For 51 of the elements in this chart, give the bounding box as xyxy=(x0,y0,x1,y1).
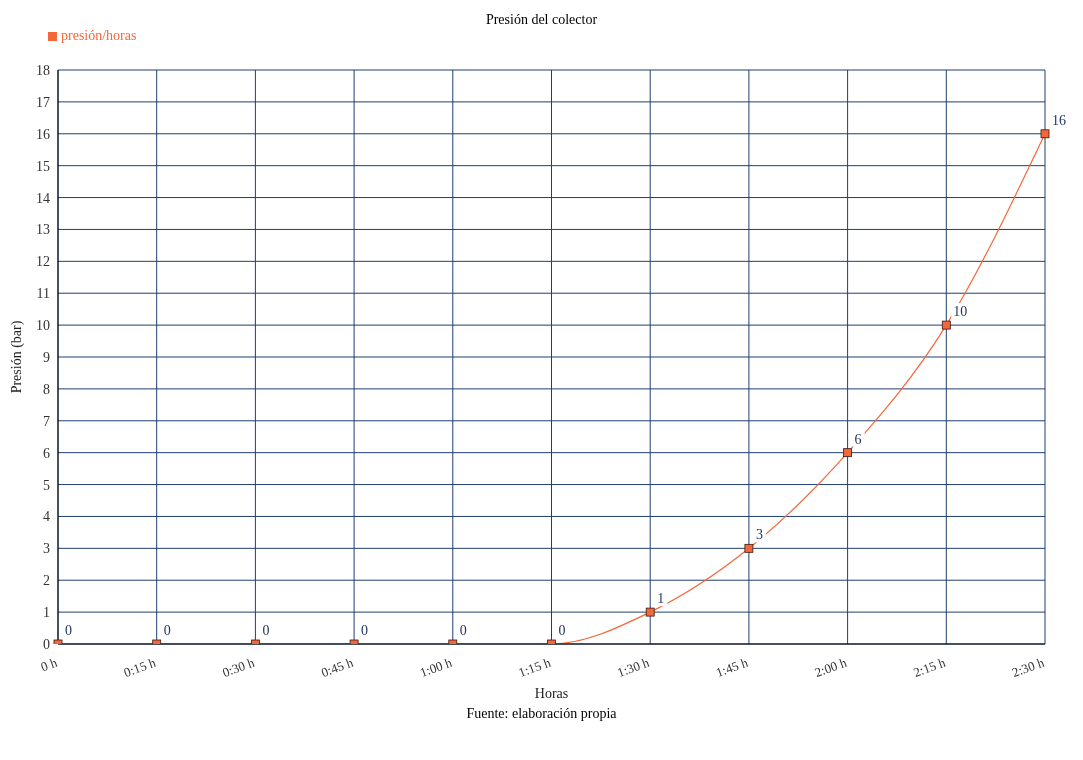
point xyxy=(744,543,754,553)
y-tick-label: 7 xyxy=(43,413,50,429)
data-label: 16 xyxy=(1052,112,1066,128)
x-tick-label: 0:15 h xyxy=(121,654,159,681)
y-axis-title: Presión (bar) xyxy=(8,320,25,394)
x-tick-label: 2:15 h xyxy=(911,654,948,681)
data-label: 0 xyxy=(558,623,566,638)
data-label: 6 xyxy=(854,431,862,447)
y-tick-label: 16 xyxy=(36,126,50,142)
chart-title: Presión del colector xyxy=(485,12,598,27)
y-tick-label: 18 xyxy=(36,62,50,78)
y-tick-label: 11 xyxy=(36,286,50,302)
y-tick-label: 10 xyxy=(36,318,50,334)
source-note: Fuente: elaboración propia xyxy=(465,706,618,722)
y-tick-label: 17 xyxy=(36,94,50,110)
x-tick-label: 1:45 h xyxy=(713,654,751,681)
x-tick-label: 1:15 h xyxy=(516,654,553,681)
x-tick-label: 0 h xyxy=(38,654,60,675)
y-tick-label: 1 xyxy=(43,605,50,621)
y-tick-label: 6 xyxy=(43,445,50,461)
data-label: 0 xyxy=(262,623,270,638)
data-label: 3 xyxy=(755,527,763,543)
x-tick-label: 2:00 h xyxy=(812,654,850,681)
legend-label: presión/horas xyxy=(61,28,137,43)
point xyxy=(941,320,951,330)
x-axis-title: Horas xyxy=(534,686,569,701)
point xyxy=(843,448,852,458)
point xyxy=(645,607,655,617)
y-tick-label: 9 xyxy=(43,349,50,365)
y-tick-label: 2 xyxy=(43,573,50,589)
data-label: 0 xyxy=(361,623,369,638)
y-tick-label: 15 xyxy=(36,158,50,174)
y-tick-label: 14 xyxy=(36,190,50,206)
data-label: 1 xyxy=(657,591,665,607)
y-tick-label: 13 xyxy=(36,222,50,238)
data-label: 0 xyxy=(65,623,72,638)
data-label: 0 xyxy=(459,623,467,638)
y-tick-label: 8 xyxy=(43,381,50,397)
x-tick-label: 2:30 h xyxy=(1010,654,1047,681)
y-tick-label: 4 xyxy=(43,509,50,525)
y-tick-label: 5 xyxy=(43,477,50,493)
y-tick-label: 0 xyxy=(43,636,50,652)
x-tick-label: 0:30 h xyxy=(220,654,257,681)
x-tick-label: 1:30 h xyxy=(615,654,652,681)
data-label: 0 xyxy=(163,623,171,638)
y-tick-label: 12 xyxy=(36,254,50,270)
y-tick-label: 3 xyxy=(43,541,50,557)
x-tick-label: 0:45 h xyxy=(319,654,356,681)
data-label: 10 xyxy=(953,304,968,320)
point xyxy=(1040,129,1050,139)
x-tick-label: 1:00 h xyxy=(417,654,455,681)
